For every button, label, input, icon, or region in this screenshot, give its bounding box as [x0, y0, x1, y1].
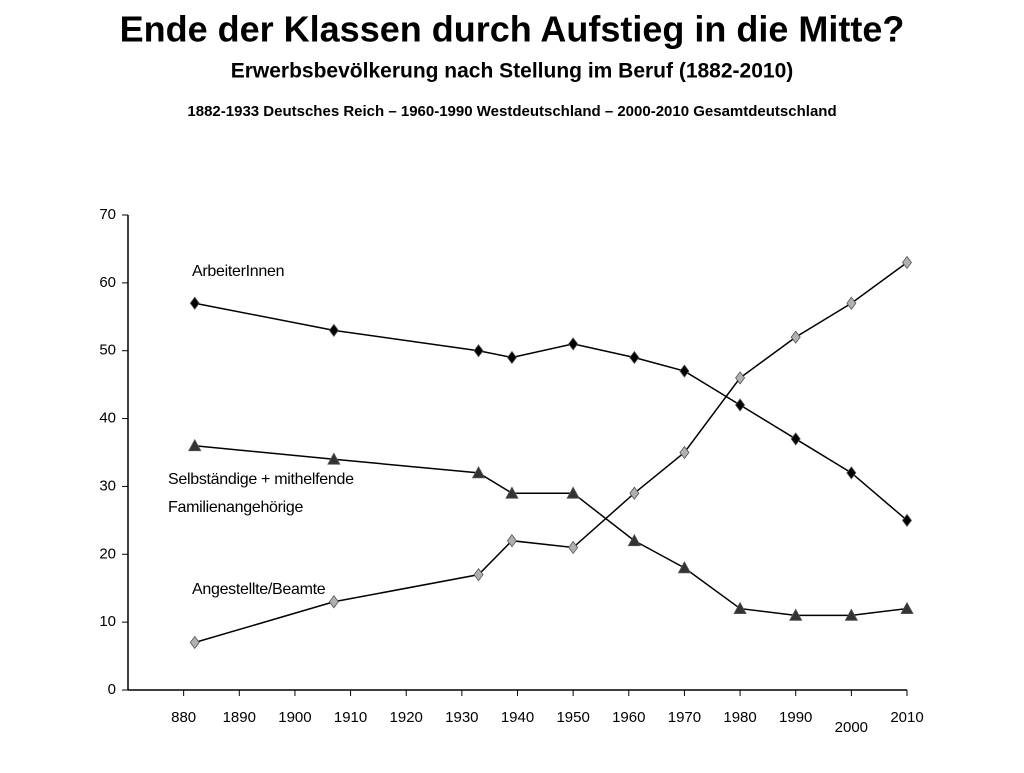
series-label: Angestellte/Beamte [192, 581, 326, 598]
point-marker [629, 350, 640, 365]
x-tick-label: 1950 [556, 709, 589, 726]
x-tick-label: 2010 [890, 709, 923, 726]
series-label-box: Selbständige + mithelfende Familienangeh… [168, 471, 354, 516]
y-tick-label: 20 [99, 545, 116, 562]
x-tick-label: 1980 [723, 709, 756, 726]
x-tick-label: 1890 [223, 709, 256, 726]
point-marker [506, 534, 517, 548]
point-marker [568, 337, 579, 351]
point-marker [629, 486, 640, 500]
x-tick-label: 1900 [278, 709, 311, 726]
series-label-box: Angestellte/Beamte [192, 581, 326, 598]
point-marker [846, 296, 857, 310]
x-tick-label: 1940 [501, 709, 534, 726]
point-marker [790, 432, 801, 446]
x-tick-label: 1930 [445, 709, 478, 726]
y-tick-label: 50 [99, 342, 116, 359]
point-marker [844, 608, 859, 621]
series-label: Selbständige + mithelfende Familienangeh… [168, 471, 354, 516]
y-tick-label: 10 [99, 613, 116, 630]
point-marker [327, 452, 341, 465]
point-marker [189, 296, 200, 310]
chart-note: 1882-1933 Deutsches Reich – 1960-1990 We… [187, 103, 836, 120]
point-marker [735, 371, 746, 385]
point-marker [471, 466, 486, 479]
y-tick-label: 30 [99, 477, 116, 494]
y-tick-label: 40 [99, 410, 116, 427]
point-marker [902, 513, 912, 528]
point-marker [189, 635, 200, 650]
x-tick-label: 880 [171, 709, 196, 726]
point-marker [627, 533, 642, 547]
point-marker [677, 561, 692, 574]
point-marker [902, 255, 912, 270]
point-marker [846, 466, 857, 480]
point-marker [735, 398, 746, 412]
x-tick-label: 1990 [779, 709, 812, 726]
chart-subtitle: Erwerbsbevölkerung nach Stellung im Beru… [231, 60, 794, 83]
point-marker [900, 601, 914, 614]
point-marker [328, 323, 339, 338]
x-tick-label: 1910 [334, 709, 367, 726]
point-marker [328, 595, 339, 609]
x-tick-label: 1920 [390, 709, 423, 726]
x-tick-label: 1960 [612, 709, 645, 726]
series-label-box: ArbeiterInnen [192, 263, 285, 280]
point-marker [679, 364, 690, 378]
point-marker [568, 540, 579, 555]
x-tick-label: 1970 [668, 709, 701, 726]
point-marker [473, 567, 484, 582]
chart-title: Ende der Klassen durch Aufstieg in die M… [120, 9, 905, 50]
point-marker [505, 486, 519, 499]
point-marker [473, 344, 484, 358]
point-marker [566, 486, 580, 499]
point-marker [790, 330, 801, 344]
y-tick-label: 60 [99, 274, 116, 291]
series-label: ArbeiterInnen [192, 263, 285, 280]
x-tick-label: 2000 [835, 719, 868, 736]
point-marker [506, 350, 517, 365]
y-tick-label: 0 [108, 681, 116, 698]
point-marker [733, 601, 747, 614]
y-tick-label: 70 [99, 206, 116, 223]
point-marker [789, 608, 803, 621]
point-marker [188, 438, 202, 452]
point-marker [679, 445, 690, 460]
